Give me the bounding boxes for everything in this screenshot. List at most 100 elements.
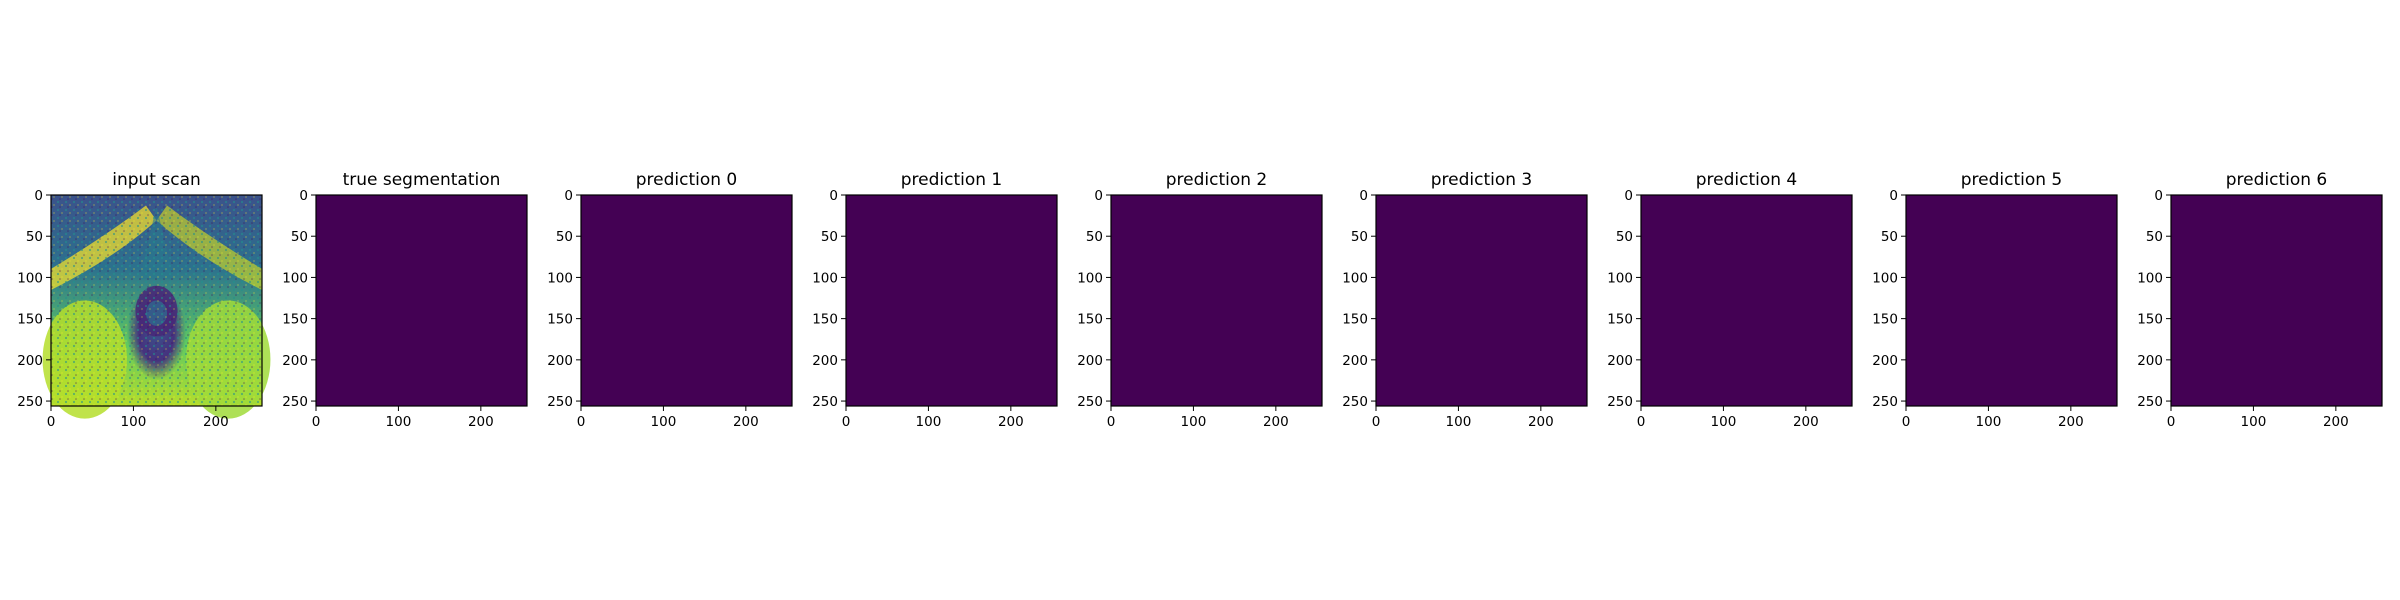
x-tick-label: 0 — [47, 414, 56, 430]
y-tick-label: 100 — [2137, 270, 2163, 286]
mask-image — [581, 195, 792, 406]
x-tick-label: 200 — [998, 414, 1024, 430]
x-tick-label: 0 — [842, 414, 851, 430]
x-tick-label: 0 — [2167, 414, 2176, 430]
y-tick-label: 150 — [17, 312, 43, 328]
scan-image — [42, 195, 271, 419]
x-tick-label: 100 — [916, 414, 942, 430]
x-tick-label: 200 — [1528, 414, 1554, 430]
panel-2: prediction 0 0 100 200 0 50 100 150 200 250 — [547, 170, 793, 430]
y-tick-label: 150 — [1872, 312, 1898, 328]
x-tick-label: 200 — [2058, 414, 2084, 430]
panel-1: true segmentation 0 100 200 0 50 100 150 200 250 — [282, 170, 528, 430]
y-tick-label: 200 — [1607, 353, 1633, 369]
y-tick-label: 200 — [1077, 353, 1103, 369]
x-tick-label: 100 — [1711, 414, 1737, 430]
y-tick-label: 100 — [17, 270, 43, 286]
y-tick-label: 150 — [282, 312, 308, 328]
mask-image — [1376, 195, 1587, 406]
panel-6: prediction 4 0 100 200 0 50 100 150 200 250 — [1607, 170, 1853, 430]
panel-0: input scan 0 100 200 0 50 100 150 200 250 — [17, 170, 271, 430]
x-tick-label: 0 — [1372, 414, 1381, 430]
axes-frame — [50, 194, 263, 407]
x-tick-label: 0 — [312, 414, 321, 430]
y-tick-label: 50 — [1881, 229, 1898, 245]
axes-frame — [1375, 194, 1588, 407]
x-tick-label: 200 — [468, 414, 494, 430]
mask-image — [1906, 195, 2117, 406]
y-tick-label: 250 — [282, 394, 308, 410]
y-tick-label: 250 — [1342, 394, 1368, 410]
x-tick-label: 100 — [121, 414, 147, 430]
panel-title: prediction 6 — [2226, 170, 2328, 190]
y-tick-label: 100 — [282, 270, 308, 286]
y-tick-label: 0 — [299, 188, 308, 204]
x-tick-label: 200 — [2323, 414, 2349, 430]
y-tick-label: 250 — [547, 394, 573, 410]
y-tick-label: 200 — [17, 353, 43, 369]
y-tick-label: 100 — [1342, 270, 1368, 286]
y-tick-label: 250 — [1607, 394, 1633, 410]
axes-frame — [1110, 194, 1323, 407]
mask-image — [1111, 195, 1322, 406]
panel-title: input scan — [112, 170, 201, 190]
y-tick-label: 200 — [2137, 353, 2163, 369]
y-tick-label: 150 — [547, 312, 573, 328]
y-tick-label: 50 — [1616, 229, 1633, 245]
mask-image — [1641, 195, 1852, 406]
y-tick-label: 0 — [34, 188, 43, 204]
x-tick-label: 100 — [2241, 414, 2267, 430]
x-tick-label: 200 — [733, 414, 759, 430]
y-tick-label: 100 — [1607, 270, 1633, 286]
x-tick-label: 100 — [1976, 414, 2002, 430]
axes-frame — [315, 194, 528, 407]
x-tick-label: 0 — [1107, 414, 1116, 430]
y-tick-label: 250 — [812, 394, 838, 410]
panel-4: prediction 2 0 100 200 0 50 100 150 200 250 — [1077, 170, 1323, 430]
y-tick-label: 0 — [2154, 188, 2163, 204]
y-tick-label: 250 — [17, 394, 43, 410]
y-tick-label: 250 — [2137, 394, 2163, 410]
y-tick-label: 100 — [812, 270, 838, 286]
axes-frame — [845, 194, 1058, 407]
x-tick-label: 200 — [1263, 414, 1289, 430]
axes-frame — [580, 194, 793, 407]
axes-frame — [1640, 194, 1853, 407]
y-tick-label: 150 — [2137, 312, 2163, 328]
mask-image — [316, 195, 527, 406]
panel-8: prediction 6 0 100 200 0 50 100 150 200 250 — [2137, 170, 2383, 430]
y-tick-label: 50 — [2146, 229, 2163, 245]
y-tick-label: 50 — [556, 229, 573, 245]
x-tick-label: 0 — [577, 414, 586, 430]
y-tick-label: 0 — [1359, 188, 1368, 204]
panel-7: prediction 5 0 100 200 0 50 100 150 200 250 — [1872, 170, 2118, 430]
y-tick-label: 200 — [1342, 353, 1368, 369]
panel-title: prediction 2 — [1166, 170, 1268, 190]
panel-title: prediction 1 — [901, 170, 1003, 190]
panel-title: prediction 5 — [1961, 170, 2063, 190]
y-tick-label: 100 — [547, 270, 573, 286]
y-tick-label: 0 — [829, 188, 838, 204]
x-tick-label: 100 — [1181, 414, 1207, 430]
x-tick-label: 0 — [1637, 414, 1646, 430]
panel-5: prediction 3 0 100 200 0 50 100 150 200 250 — [1342, 170, 1588, 430]
y-tick-label: 0 — [1094, 188, 1103, 204]
panel-3: prediction 1 0 100 200 0 50 100 150 200 250 — [812, 170, 1058, 430]
x-tick-label: 100 — [1446, 414, 1472, 430]
y-tick-label: 0 — [564, 188, 573, 204]
y-tick-label: 250 — [1077, 394, 1103, 410]
mask-image — [2171, 195, 2382, 406]
mask-image — [846, 195, 1057, 406]
y-tick-label: 150 — [812, 312, 838, 328]
y-tick-label: 200 — [812, 353, 838, 369]
panel-title: prediction 0 — [636, 170, 738, 190]
axes-frame — [1905, 194, 2118, 407]
axes-frame — [2170, 194, 2383, 407]
y-tick-label: 100 — [1872, 270, 1898, 286]
y-tick-label: 200 — [1872, 353, 1898, 369]
y-tick-label: 50 — [26, 229, 43, 245]
y-tick-label: 50 — [1086, 229, 1103, 245]
y-tick-label: 50 — [291, 229, 308, 245]
